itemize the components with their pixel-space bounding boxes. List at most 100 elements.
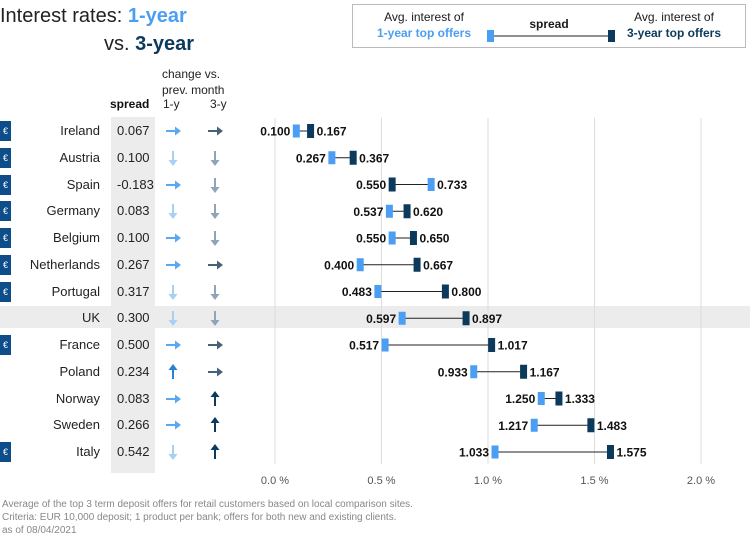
spread-value: 0.083 [117,203,150,219]
legend-spread-label: spread [529,17,569,31]
country-row: € Spain -0.183 [0,172,250,198]
legend-3y-marker [608,30,615,42]
left-value-label: 0.597 [366,312,396,326]
arrow-down-icon [206,229,224,247]
arrow-down-icon [206,283,224,301]
country-row: Sweden 0.266 [0,412,250,438]
country-name: Netherlands [29,256,100,272]
country-row: € Austria 0.100 [0,145,250,171]
country-name: France [59,337,100,352]
arrow-right-icon [164,229,182,247]
legend-3y-line2: 3-year top offers [626,26,722,40]
country-row: UK 0.300 [0,305,250,331]
country-name: Portugal [51,283,100,299]
legend-dumbbell [487,30,615,42]
right-value-label: 1.333 [565,392,595,406]
spread-header: spread [110,97,150,111]
arrow-up-icon [206,390,224,408]
euro-badge-icon: € [0,174,11,195]
footnote-line2: Criteria: EUR 10,000 deposit; 1 product … [2,512,397,523]
right-value-label: 1.575 [616,446,646,460]
arrow-up-icon [164,363,182,381]
spread-column-background [111,117,155,473]
euro-badge-icon: € [0,335,11,355]
country-name: Sweden [53,417,100,433]
one-year-marker [530,418,538,432]
country-name: Spain [66,176,100,192]
one-year-marker [388,231,396,245]
spread-value: 0.067 [117,123,150,138]
euro-badge-icon: € [0,121,11,141]
arrow-right-icon [164,176,182,194]
country-name: Germany [46,203,100,219]
spread-value: 0.234 [117,363,150,379]
country-name: Norway [55,390,100,406]
three-year-marker [403,204,411,219]
left-value-label: 0.400 [324,258,354,272]
country-name: Austria [59,149,100,165]
footnote: Average of the top 3 term deposit offers… [2,498,413,537]
arrow-right-icon [164,122,182,140]
one-year-marker [292,124,300,138]
arrow-right-icon [206,122,224,140]
three-year-marker [413,257,421,272]
spread-value: 0.083 [117,390,150,406]
arrow-right-icon [164,256,182,274]
right-value-label: 0.167 [317,125,347,139]
chart-title: Interest rates: 1-year vs. 3-year [0,2,194,58]
arrow-down-icon [206,309,224,327]
title-1-year: 1-year [127,5,187,27]
one-year-marker [328,151,336,165]
right-value-label: 1.167 [530,365,560,379]
country-row: € Portugal 0.317 [0,279,250,305]
change-header-line2: prev. month [162,83,225,97]
legend-box: Avg. interest of 1-year top offers sprea… [352,4,746,48]
country-row: € Netherlands 0.267 [0,252,250,278]
arrow-right-icon [164,416,182,434]
change-3y-header: 3-y [210,97,227,111]
left-value-label: 0.483 [342,285,372,299]
one-year-marker [427,178,435,191]
x-tick-label: 1.0 % [474,475,502,487]
country-name: Belgium [53,230,100,245]
spread-value: 0.100 [117,230,150,245]
footnote-line3: as of 08/04/2021 [2,525,77,536]
arrow-right-icon [206,363,224,381]
left-value-label: 1.033 [459,446,489,460]
country-row: € Italy 0.542 [0,439,250,465]
country-row: € Ireland 0.067 [0,118,250,144]
country-name: Poland [59,363,100,379]
arrow-up-icon [206,443,224,461]
left-value-label: 0.517 [349,339,379,353]
three-year-marker [349,150,357,165]
legend-1y-line1: Avg. interest of [384,10,464,24]
left-value-label: 0.550 [356,178,386,192]
arrow-right-icon [206,256,224,274]
legend-1y-marker [487,30,494,42]
spread-value: 0.317 [117,283,150,299]
three-year-marker [388,177,396,192]
arrow-down-icon [206,176,224,194]
arrow-right-icon [164,336,182,354]
right-value-label: 1.017 [498,339,528,353]
right-value-label: 0.620 [413,205,443,219]
arrow-down-icon [164,443,182,461]
x-tick-label: 0.5 % [367,475,395,487]
one-year-marker [356,258,364,272]
x-tick-label: 1.5 % [580,475,608,487]
euro-badge-icon: € [0,442,11,462]
three-year-marker [307,124,315,138]
three-year-marker [462,311,470,326]
one-year-marker [537,392,545,405]
change-header: change vs. prev. month [162,66,224,98]
left-value-label: 0.537 [353,205,383,219]
euro-badge-icon: € [0,254,11,275]
left-value-label: 1.250 [505,392,535,406]
highlight-band [0,306,750,328]
right-value-label: 0.367 [359,151,389,165]
arrow-down-icon [164,309,182,327]
spread-value: 0.542 [117,444,150,459]
country-row: € France 0.500 [0,332,250,358]
left-value-label: 0.933 [438,365,468,379]
country-row: Norway 0.083 [0,386,250,412]
